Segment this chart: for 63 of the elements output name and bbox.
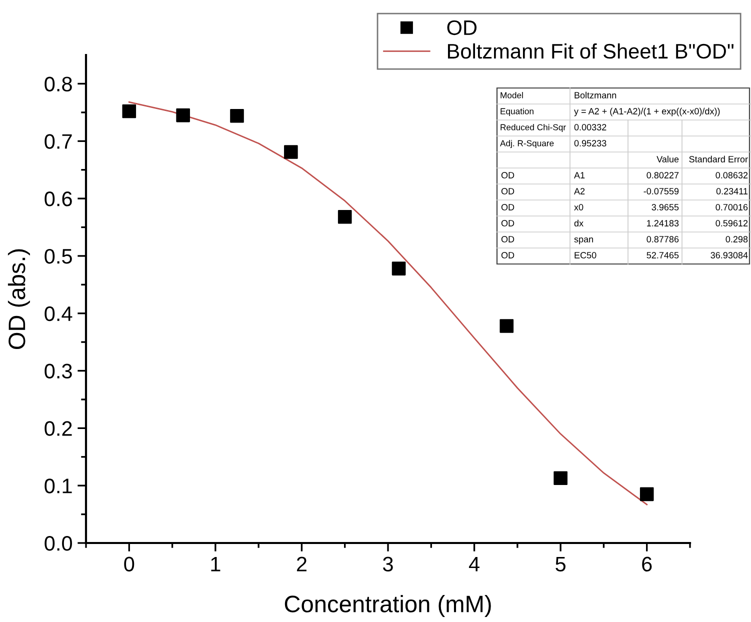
annotation: OD [501, 252, 514, 258]
text: 0.70016 [716, 204, 748, 210]
annotation: Model [500, 92, 523, 98]
annotation: A2 [574, 188, 585, 194]
point [640, 487, 654, 502]
y-tick-label: 0.4 [44, 306, 72, 322]
annotation: OD [501, 172, 514, 178]
point [338, 210, 352, 224]
x-tick-label: 6 [642, 556, 652, 572]
annotation: span [574, 237, 593, 244]
point [392, 262, 406, 276]
text: 0.59612 [716, 220, 748, 226]
y-tick-label: 0.5 [44, 248, 72, 264]
annotation: 0.00332 [574, 124, 606, 130]
annotation: Boltzmann [574, 92, 616, 98]
annotation: 0.87786 [646, 236, 679, 242]
annotation: Reduced Chi-Sqr [500, 124, 566, 132]
point [554, 471, 568, 486]
y-tick-label: 0.8 [44, 76, 72, 92]
annotation: -0.07559 [644, 188, 679, 194]
y-axis-title: OD (abs.) [8, 249, 30, 350]
y-tick-label: 0.2 [44, 421, 72, 436]
y-tick-label: 0.6 [44, 192, 72, 206]
point [176, 108, 190, 122]
annotation: OD [501, 204, 514, 210]
x-tick-label: 4 [468, 556, 480, 572]
text: 0.298 [726, 236, 748, 242]
x-axis-title: Concentration (mM) [284, 595, 491, 618]
point [500, 319, 514, 333]
legend-label: Boltzmann Fit of Sheet1 B"OD" [448, 43, 734, 59]
x-tick-label: 3 [383, 556, 393, 572]
annotation: 3.9655 [652, 204, 679, 210]
annotation: Adj. R-Square [500, 140, 554, 148]
text: 0.08632 [716, 172, 748, 178]
annotation: Equation [500, 108, 534, 116]
point [284, 145, 298, 159]
text: 0.23411 [716, 188, 748, 194]
point [230, 108, 244, 123]
annotation: 52.7465 [646, 252, 679, 258]
annotation: EC50 [574, 252, 596, 258]
annotation: Standard Error [689, 156, 748, 162]
y-tick-label: 0.0 [44, 536, 72, 551]
text: 36.93084 [710, 252, 748, 258]
annotation: dx [574, 220, 584, 226]
annotation: OD [501, 188, 514, 194]
annotation: 0.80227 [646, 172, 679, 178]
annotation: y = A2 + (A1-A2)/(1 + exp((x-x0)/dx)) [574, 108, 720, 116]
annotation: 0.95233 [574, 140, 606, 146]
x-tick-label: 5 [556, 556, 566, 572]
point [122, 104, 136, 118]
y-tick-label: 0.7 [44, 134, 72, 149]
x-tick-label: 2 [296, 556, 306, 572]
annotation: 1.24183 [647, 220, 679, 226]
annotation: OD [501, 220, 514, 226]
x-tick-label: 1 [211, 556, 220, 572]
x-tick-label: 0 [124, 556, 134, 572]
annotation: Value [656, 156, 679, 162]
annotation: OD [501, 236, 514, 242]
annotation: x0 [574, 204, 584, 210]
annotation: A1 [574, 172, 585, 178]
legend-label: OD [447, 20, 477, 36]
y-tick-label: 0.1 [44, 478, 72, 494]
y-tick-label: 0.3 [44, 364, 72, 379]
